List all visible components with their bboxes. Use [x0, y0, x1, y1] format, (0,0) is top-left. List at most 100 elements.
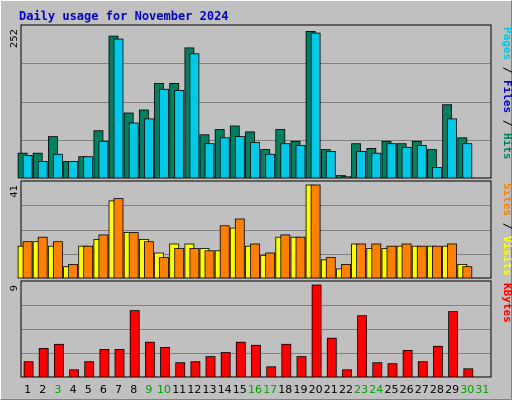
bar-kbytes-day-29	[448, 311, 459, 378]
bar-files-day-15	[234, 136, 245, 179]
max-label-hits-files-pages: 252	[9, 29, 20, 48]
bar-kbytes-day-28	[432, 345, 443, 378]
bar-files-day-14	[219, 137, 230, 179]
bar-kbytes-day-4	[69, 369, 79, 378]
bar-kbytes-day-16	[251, 344, 261, 378]
bar-kbytes-day-8	[129, 310, 140, 378]
bar-files-day-19	[295, 145, 306, 179]
bar-kbytes-day-7	[114, 348, 125, 378]
day-label-28: 28	[430, 383, 444, 396]
bar-kbytes-day-23	[357, 315, 368, 378]
day-label-23: 23	[354, 383, 368, 396]
day-label-14: 14	[218, 383, 232, 396]
day-label-12: 12	[187, 383, 201, 396]
bar-kbytes-day-14	[220, 352, 231, 378]
bar-files-day-8	[128, 122, 139, 179]
bar-kbytes-day-20	[311, 284, 322, 378]
bar-sites-day-27	[416, 245, 427, 279]
legend-entry: /	[501, 60, 512, 80]
legend-entry: KBytes	[501, 283, 512, 323]
day-label-25: 25	[385, 383, 399, 396]
max-label-kbytes: 9	[9, 285, 20, 291]
bar-files-day-25	[386, 143, 397, 179]
max-label-visits-sites: 41	[9, 185, 20, 198]
bar-kbytes-day-13	[205, 356, 216, 378]
bar-files-day-2	[37, 160, 48, 179]
day-label-11: 11	[172, 383, 186, 396]
bar-files-day-16	[250, 142, 260, 179]
day-label-10: 10	[157, 383, 171, 396]
bar-kbytes-day-26	[402, 349, 413, 378]
bar-files-day-1	[22, 155, 33, 179]
bar-sites-day-18	[280, 234, 291, 279]
bar-kbytes-day-25	[387, 363, 398, 378]
bar-kbytes-day-17	[266, 366, 277, 378]
day-label-20: 20	[309, 383, 323, 396]
day-label-4: 4	[70, 383, 77, 396]
bar-files-day-10	[159, 88, 169, 179]
bar-sites-day-28	[431, 245, 442, 279]
day-label-29: 29	[445, 383, 459, 396]
day-label-16: 16	[248, 383, 262, 396]
legend-kbytes: KBytes	[501, 283, 512, 323]
bar-files-day-21	[325, 150, 336, 179]
bar-kbytes-day-15	[235, 341, 246, 378]
bar-sites-day-25	[386, 245, 397, 279]
day-label-19: 19	[294, 383, 308, 396]
bar-kbytes-day-18	[281, 343, 292, 378]
bar-sites-day-9	[143, 241, 154, 279]
bar-kbytes-day-22	[342, 369, 352, 378]
day-label-8: 8	[130, 383, 137, 396]
bar-kbytes-day-27	[417, 361, 428, 378]
bar-files-day-24	[371, 152, 382, 179]
bar-files-day-18	[280, 143, 291, 179]
day-label-1: 1	[24, 383, 31, 396]
day-label-15: 15	[233, 383, 247, 396]
day-label-30: 30	[460, 383, 474, 396]
bar-files-day-11	[174, 90, 185, 179]
bar-sites-day-17	[265, 252, 276, 279]
bar-files-day-9	[143, 118, 154, 179]
bar-files-day-26	[401, 146, 412, 179]
day-label-26: 26	[400, 383, 414, 396]
day-label-27: 27	[415, 383, 429, 396]
legend-entry: /	[501, 216, 512, 236]
bar-kbytes-day-10	[160, 346, 170, 378]
legend-hits-files-pages: Pages / Files / Hits	[501, 27, 512, 160]
legend-entry: /	[501, 113, 512, 133]
bar-files-day-17	[265, 153, 276, 179]
legend-entry: Visits	[501, 236, 512, 276]
day-label-22: 22	[339, 383, 353, 396]
bar-files-day-20	[310, 32, 321, 179]
bar-files-day-5	[83, 156, 94, 179]
day-label-21: 21	[324, 383, 338, 396]
day-label-17: 17	[263, 383, 277, 396]
bar-sites-day-26	[401, 243, 412, 279]
bar-files-day-23	[356, 150, 367, 179]
bar-sites-day-15	[234, 218, 245, 279]
day-label-24: 24	[369, 383, 383, 396]
day-label-2: 2	[39, 383, 46, 396]
bar-sites-day-5	[83, 245, 94, 279]
legend-entry: Files	[501, 80, 512, 113]
bar-hits-day-28	[426, 149, 437, 179]
bar-sites-day-21	[325, 257, 336, 279]
bar-sites-day-8	[128, 232, 139, 279]
day-label-5: 5	[85, 383, 92, 396]
day-label-9: 9	[145, 383, 152, 396]
bar-sites-day-22	[341, 263, 351, 279]
bar-files-day-27	[416, 145, 427, 179]
bar-sites-day-10	[159, 257, 169, 279]
day-label-7: 7	[115, 383, 122, 396]
bar-sites-day-24	[371, 243, 382, 279]
bar-sites-day-1	[22, 241, 33, 279]
legend-visits-sites: Sites / Visits	[501, 183, 512, 276]
day-label-18: 18	[278, 383, 292, 396]
bar-sites-day-13	[204, 250, 215, 279]
bar-kbytes-day-11	[175, 362, 186, 378]
bar-kbytes-day-5	[84, 361, 95, 378]
bar-kbytes-day-6	[99, 348, 110, 378]
bar-kbytes-day-30	[463, 368, 474, 378]
legend-entry: Hits	[501, 133, 512, 160]
bar-kbytes-day-24	[372, 362, 383, 378]
